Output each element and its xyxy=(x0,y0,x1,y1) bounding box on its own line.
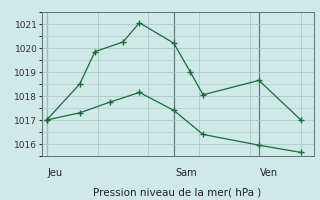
Text: Sam: Sam xyxy=(175,168,197,178)
Text: Jeu: Jeu xyxy=(48,168,63,178)
Text: Ven: Ven xyxy=(260,168,278,178)
Text: Pression niveau de la mer( hPa ): Pression niveau de la mer( hPa ) xyxy=(93,188,262,198)
